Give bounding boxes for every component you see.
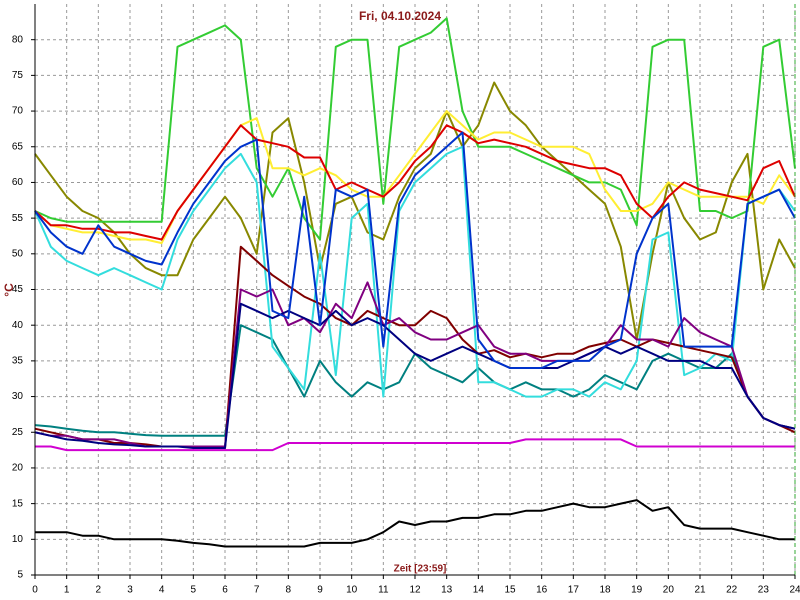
x-tick-label: 19 bbox=[631, 585, 643, 596]
x-tick-label: 21 bbox=[694, 585, 706, 596]
x-tick-label: 15 bbox=[504, 585, 516, 596]
lines bbox=[34, 17, 796, 548]
y-tick-label: 10 bbox=[12, 534, 24, 545]
chart-title: Fri, 04.10.2024 bbox=[359, 9, 441, 23]
x-tick-label: 22 bbox=[726, 585, 738, 596]
series-line bbox=[35, 438, 795, 452]
x-tick-label: 23 bbox=[758, 585, 770, 596]
x-tick-label: 4 bbox=[159, 585, 165, 596]
x-tick-label: 8 bbox=[286, 585, 292, 596]
y-tick-label: 40 bbox=[12, 320, 24, 331]
series-line bbox=[34, 145, 796, 398]
x-tick-label: 16 bbox=[536, 585, 548, 596]
y-tick-label: 75 bbox=[12, 70, 24, 81]
x-tick-label: 3 bbox=[127, 585, 133, 596]
y-tick-label: 45 bbox=[12, 284, 24, 295]
y-axis-label: °C bbox=[2, 283, 16, 297]
y-tick-label: 20 bbox=[12, 463, 24, 474]
series-line bbox=[34, 124, 796, 241]
y-tick-label: 50 bbox=[12, 248, 24, 259]
y-tick-label: 55 bbox=[12, 213, 24, 224]
series-line bbox=[34, 131, 796, 369]
y-tick-label: 80 bbox=[12, 34, 24, 45]
y-tick-label: 30 bbox=[12, 391, 24, 402]
x-tick-label: 1 bbox=[64, 585, 70, 596]
x-tick-label: 13 bbox=[441, 585, 453, 596]
y-tick-label: 60 bbox=[12, 177, 24, 188]
x-tick-label: 9 bbox=[317, 585, 323, 596]
x-tick-label: 24 bbox=[789, 585, 800, 596]
y-tick-label: 5 bbox=[17, 570, 23, 581]
x-tick-label: 18 bbox=[599, 585, 611, 596]
series-line bbox=[34, 17, 796, 241]
x-tick-label: 17 bbox=[568, 585, 580, 596]
y-tick-label: 15 bbox=[12, 498, 24, 509]
x-tick-label: 0 bbox=[32, 585, 38, 596]
x-tick-label: 12 bbox=[409, 585, 421, 596]
y-tick-label: 70 bbox=[12, 106, 24, 117]
x-tick-label: 14 bbox=[473, 585, 485, 596]
x-tick-label: 10 bbox=[346, 585, 358, 596]
series-line bbox=[34, 302, 796, 449]
y-tick-label: 35 bbox=[12, 356, 24, 367]
series-line bbox=[35, 499, 795, 548]
x-axis-label: Zeit [23:59] bbox=[394, 564, 447, 575]
x-tick-label: 11 bbox=[378, 585, 389, 596]
x-tick-label: 20 bbox=[663, 585, 675, 596]
series-line bbox=[34, 110, 796, 245]
y-tick-label: 65 bbox=[12, 141, 24, 152]
x-tick-label: 7 bbox=[254, 585, 260, 596]
x-tick-label: 2 bbox=[96, 585, 102, 596]
x-tick-label: 6 bbox=[222, 585, 228, 596]
y-tick-label: 25 bbox=[12, 427, 24, 438]
x-tick-label: 5 bbox=[191, 585, 197, 596]
